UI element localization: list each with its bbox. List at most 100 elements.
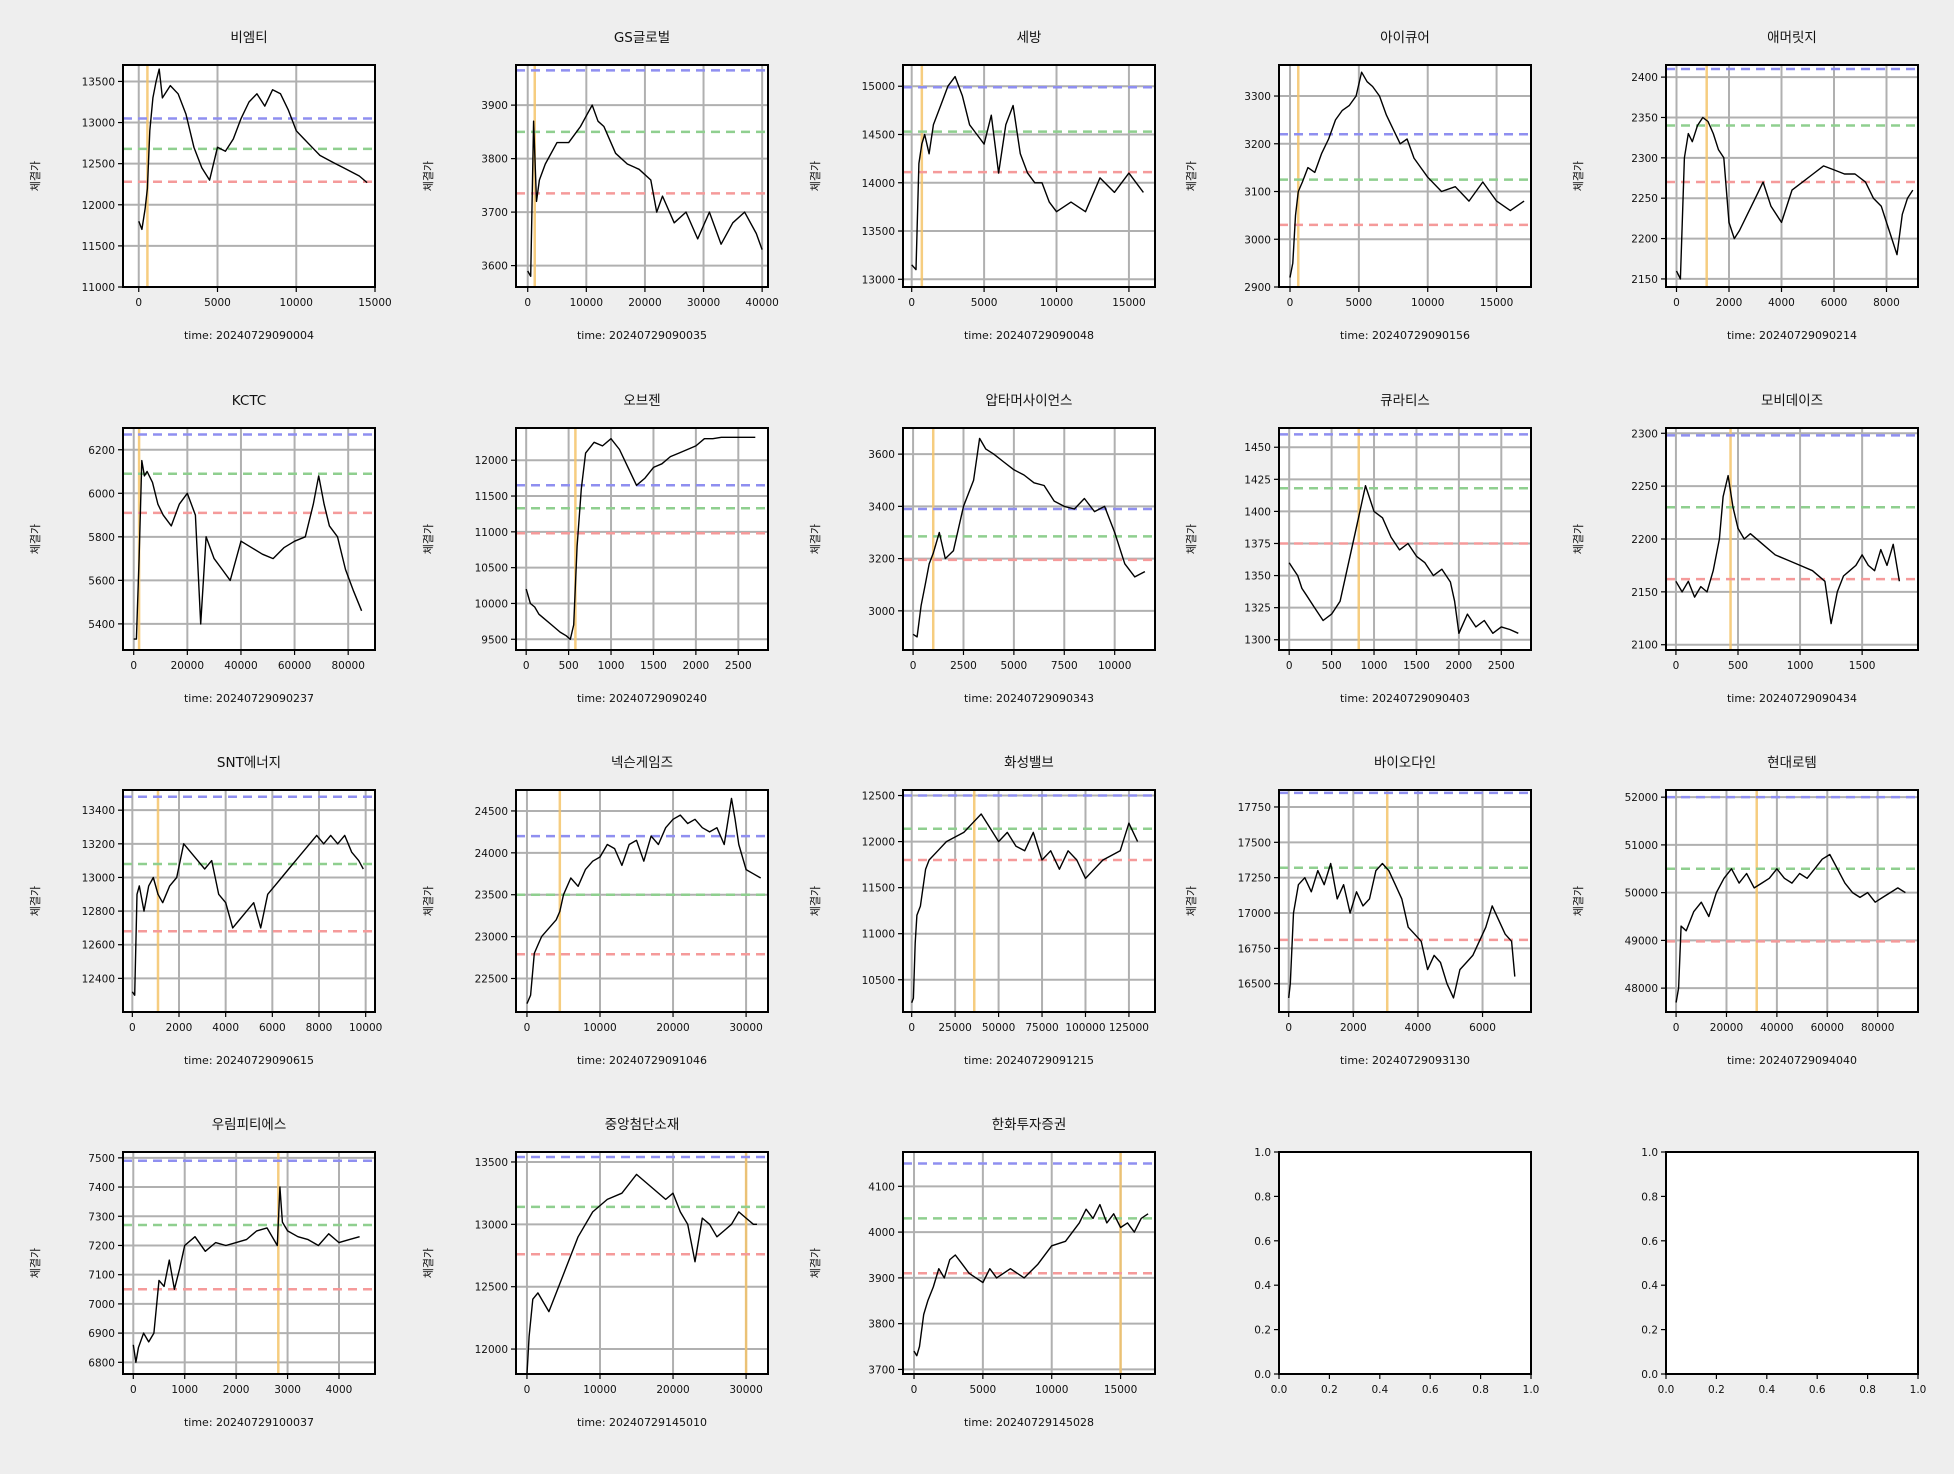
y-tick-label: 3600	[868, 449, 895, 461]
x-tick-label: 6000	[1821, 297, 1848, 309]
y-tick-label: 7100	[88, 1270, 115, 1282]
price-line	[138, 68, 368, 231]
plot-frame	[902, 427, 1156, 651]
subplot-title: 애머릿지	[1767, 30, 1817, 46]
y-tick-label: 6200	[88, 445, 115, 457]
y-tick-label: 0.0	[1641, 1369, 1658, 1381]
x-tick-label: 2000	[683, 660, 710, 672]
plot-frame	[515, 789, 769, 1013]
subplot-title: 아이큐어	[1380, 30, 1430, 46]
x-tick-label: 0	[129, 1022, 136, 1034]
y-tick-label: 11000	[862, 929, 895, 941]
plot-area	[1666, 65, 1918, 287]
y-tick-label: 3600	[481, 261, 508, 273]
x-tick-label: 10000	[1098, 660, 1131, 672]
plot-frame	[122, 64, 376, 288]
y-tick-label: 0.2	[1254, 1325, 1271, 1337]
plot-area	[516, 1152, 768, 1374]
x-axis-label: time: 20240729145010	[577, 1416, 707, 1429]
y-axis-label: 체결가	[422, 886, 435, 916]
y-tick-label: 1425	[1244, 474, 1271, 486]
plot-area	[903, 428, 1155, 650]
x-tick-label: 75000	[1025, 1022, 1058, 1034]
x-tick-label: 8000	[1873, 297, 1900, 309]
x-tick-label: 2500	[1488, 660, 1515, 672]
x-tick-label: 1.0	[1910, 1384, 1927, 1396]
x-tick-label: 0.2	[1708, 1384, 1725, 1396]
x-tick-label: 0	[130, 1384, 137, 1396]
price-line	[527, 104, 763, 277]
subplot-title: 압타머사이언스	[986, 393, 1073, 409]
x-tick-label: 20000	[628, 297, 661, 309]
x-tick-label: 1500	[640, 660, 667, 672]
x-tick-label: 4000	[1405, 1022, 1432, 1034]
plot-content	[123, 65, 375, 287]
plot-frame	[1278, 789, 1532, 1013]
x-tick-label: 25000	[938, 1022, 971, 1034]
price-line	[1288, 485, 1519, 634]
plot-area	[123, 428, 375, 650]
plot-frame	[122, 427, 376, 651]
plot-content	[123, 428, 375, 650]
x-tick-label: 0.6	[1809, 1384, 1826, 1396]
plot-area	[903, 1152, 1155, 1374]
subplot-9: 0 500 1000 1500 2000 2500 1300 1325 1350 1375 1400…	[1185, 393, 1532, 705]
y-tick-label: 17000	[1238, 908, 1271, 920]
x-tick-label: 0	[908, 297, 915, 309]
subplot-15: 0 20000 40000 60000 80000 48000 49000 50000 5100…	[1572, 755, 1919, 1067]
y-tick-label: 7200	[88, 1240, 115, 1252]
plot-content	[123, 1152, 375, 1374]
y-tick-label: 5800	[88, 532, 115, 544]
y-tick-label: 17250	[1238, 873, 1271, 885]
price-line	[526, 797, 762, 1004]
subplot-12: 0 10000 20000 30000 22500 23000 23500 24000 2450…	[422, 755, 769, 1067]
x-tick-label: 0.0	[1271, 1384, 1288, 1396]
subplot-14: 0 2000 4000 6000 16500 16750 17000 17250 17500 17…	[1185, 755, 1532, 1067]
subplot-8: 0 2500 5000 7500 10000 3000 3200 3400 3600 압타머사이언…	[809, 393, 1156, 705]
price-line	[133, 459, 363, 640]
x-axis-label: time: 20240729090156	[1340, 329, 1470, 342]
x-tick-label: 2000	[1340, 1022, 1367, 1034]
y-tick-label: 14500	[862, 129, 895, 141]
y-tick-label: 12600	[82, 940, 115, 952]
x-tick-label: 60000	[1811, 1022, 1844, 1034]
x-tick-label: 30000	[687, 297, 720, 309]
x-tick-label: 125000	[1109, 1022, 1149, 1034]
plot-area	[1279, 428, 1531, 650]
y-tick-label: 3200	[868, 554, 895, 566]
y-tick-label: 1.0	[1254, 1147, 1271, 1159]
y-tick-label: 13500	[862, 226, 895, 238]
y-tick-label: 1325	[1244, 603, 1271, 615]
y-tick-label: 1300	[1244, 635, 1271, 647]
subplot-title: 화성밸브	[1004, 755, 1054, 771]
x-tick-label: 50000	[982, 1022, 1015, 1034]
x-tick-label: 10000	[349, 1022, 382, 1034]
y-tick-label: 13000	[82, 872, 115, 884]
x-tick-label: 80000	[1861, 1022, 1894, 1034]
x-axis-label: time: 20240729093130	[1340, 1054, 1470, 1067]
price-line	[911, 75, 1144, 271]
y-tick-label: 3200	[1244, 139, 1271, 151]
y-tick-label: 11500	[82, 241, 115, 253]
y-tick-label: 13000	[475, 1219, 508, 1231]
y-tick-label: 22500	[475, 973, 508, 985]
y-tick-label: 11000	[82, 282, 115, 294]
y-axis-label: 체결가	[422, 1248, 435, 1278]
x-tick-label: 1000	[598, 660, 625, 672]
price-line	[131, 834, 364, 996]
y-tick-label: 12800	[82, 906, 115, 918]
y-axis-label: 체결가	[1572, 161, 1585, 191]
y-tick-label: 3900	[481, 100, 508, 112]
y-tick-label: 12000	[475, 455, 508, 467]
subplot-title: 세방	[1017, 30, 1042, 46]
y-tick-label: 48000	[1625, 983, 1658, 995]
x-tick-label: 0	[524, 1022, 531, 1034]
x-tick-label: 10000	[583, 1384, 616, 1396]
x-tick-label: 0	[910, 660, 917, 672]
x-tick-label: 3000	[274, 1384, 301, 1396]
x-tick-label: 30000	[729, 1022, 762, 1034]
subplot-1: 0 5000 10000 15000 11000 11500 12000 12500 13000…	[29, 30, 392, 342]
plot-area	[1666, 1152, 1918, 1374]
y-tick-label: 0.4	[1254, 1280, 1271, 1292]
y-tick-label: 3800	[481, 154, 508, 166]
